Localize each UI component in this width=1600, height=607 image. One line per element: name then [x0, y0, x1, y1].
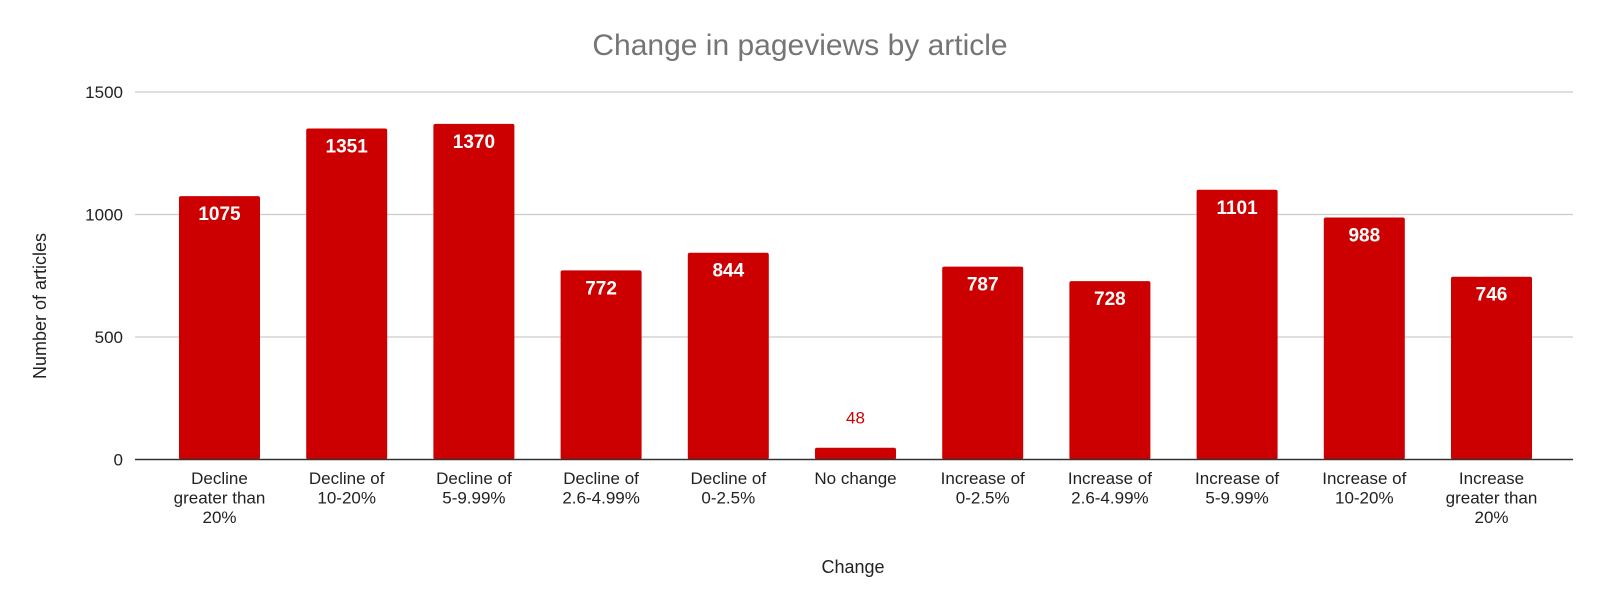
bar	[433, 123, 515, 460]
x-tick-label: Decline of 2.6-4.99%	[562, 469, 640, 508]
x-tick-label-line: 2.6-4.99%	[562, 489, 640, 508]
x-tick-label: Increase greater than 20%	[1446, 469, 1538, 527]
x-tick-label: Decline greater than 20%	[174, 469, 266, 527]
x-tick-label-line: Increase of	[1195, 469, 1279, 488]
data-label: 988	[1348, 225, 1380, 246]
bar	[306, 128, 388, 460]
x-tick-label-line: Increase of	[1068, 469, 1152, 488]
x-tick-label: Increase of 0-2.5%	[941, 469, 1025, 508]
x-tick-label: Decline of 10-20%	[309, 469, 385, 508]
x-tick-label-line: 5-9.99%	[1205, 489, 1268, 508]
x-tick-label-line: 20%	[202, 508, 236, 527]
x-tick-label-line: Decline	[191, 469, 248, 488]
bar	[1069, 281, 1151, 460]
y-axis-ticks: 0 500 1000 1500	[85, 83, 123, 470]
y-tick-label: 500	[95, 328, 123, 347]
data-label: 1370	[453, 132, 495, 153]
bar	[942, 266, 1024, 460]
x-tick-label-line: 20%	[1474, 508, 1508, 527]
x-tick-label: Increase of 2.6-4.99%	[1068, 469, 1152, 508]
x-axis-ticks: Decline greater than 20%Decline of 10-20%De…	[174, 469, 1538, 527]
data-label: 772	[585, 278, 617, 299]
chart-title: Change in pageviews by article	[592, 29, 1007, 62]
x-tick-label: Decline of 0-2.5%	[690, 469, 766, 508]
x-tick-label-line: Increase	[1459, 469, 1524, 488]
x-tick-label: Increase of 10-20%	[1322, 469, 1406, 508]
data-labels: 1075 1351 1370 772 844 48 787 728 1101 988 746	[198, 132, 1507, 428]
x-tick-label-line: Decline of	[563, 469, 639, 488]
x-tick-label: Decline of 5-9.99%	[436, 469, 512, 508]
x-tick-label-line: Increase of	[1322, 469, 1406, 488]
y-tick-label: 1000	[85, 206, 123, 225]
x-tick-label-line: 0-2.5%	[956, 489, 1010, 508]
data-label: 1101	[1216, 198, 1258, 219]
x-tick-label-line: Decline of	[690, 469, 766, 488]
data-label: 1351	[326, 137, 369, 158]
y-tick-label: 1500	[85, 83, 123, 102]
x-tick-label-line: 5-9.99%	[442, 489, 505, 508]
x-tick-label-line: 2.6-4.99%	[1071, 489, 1149, 508]
x-tick-label: No change	[814, 469, 896, 488]
y-tick-label: 0	[114, 451, 123, 470]
x-tick-label-line: No change	[814, 469, 896, 488]
bar	[815, 447, 896, 460]
bar	[687, 252, 769, 460]
x-tick-label: Increase of 5-9.99%	[1195, 469, 1279, 508]
data-label: 728	[1094, 289, 1126, 310]
bars	[179, 123, 1532, 460]
x-tick-label-line: 10-20%	[317, 489, 376, 508]
bar	[1323, 217, 1405, 460]
bar	[179, 196, 260, 460]
x-tick-label-line: Increase of	[941, 469, 1025, 488]
bar	[560, 270, 642, 460]
x-tick-label-line: 10-20%	[1335, 489, 1394, 508]
y-axis-title: Number of articles	[30, 233, 50, 379]
x-tick-label-line: 0-2.5%	[701, 489, 755, 508]
x-axis-title: Change	[821, 557, 884, 577]
bar	[1451, 276, 1532, 460]
x-tick-label-line: Decline of	[436, 469, 512, 488]
bar	[1196, 189, 1278, 460]
x-tick-label-line: Decline of	[309, 469, 385, 488]
data-label: 746	[1476, 285, 1508, 306]
data-label: 48	[846, 409, 865, 428]
data-label: 844	[712, 261, 744, 282]
x-tick-label-line: greater than	[174, 489, 266, 508]
x-tick-label-line: greater than	[1446, 489, 1538, 508]
data-label: 787	[967, 275, 999, 296]
data-label: 1075	[198, 204, 241, 225]
